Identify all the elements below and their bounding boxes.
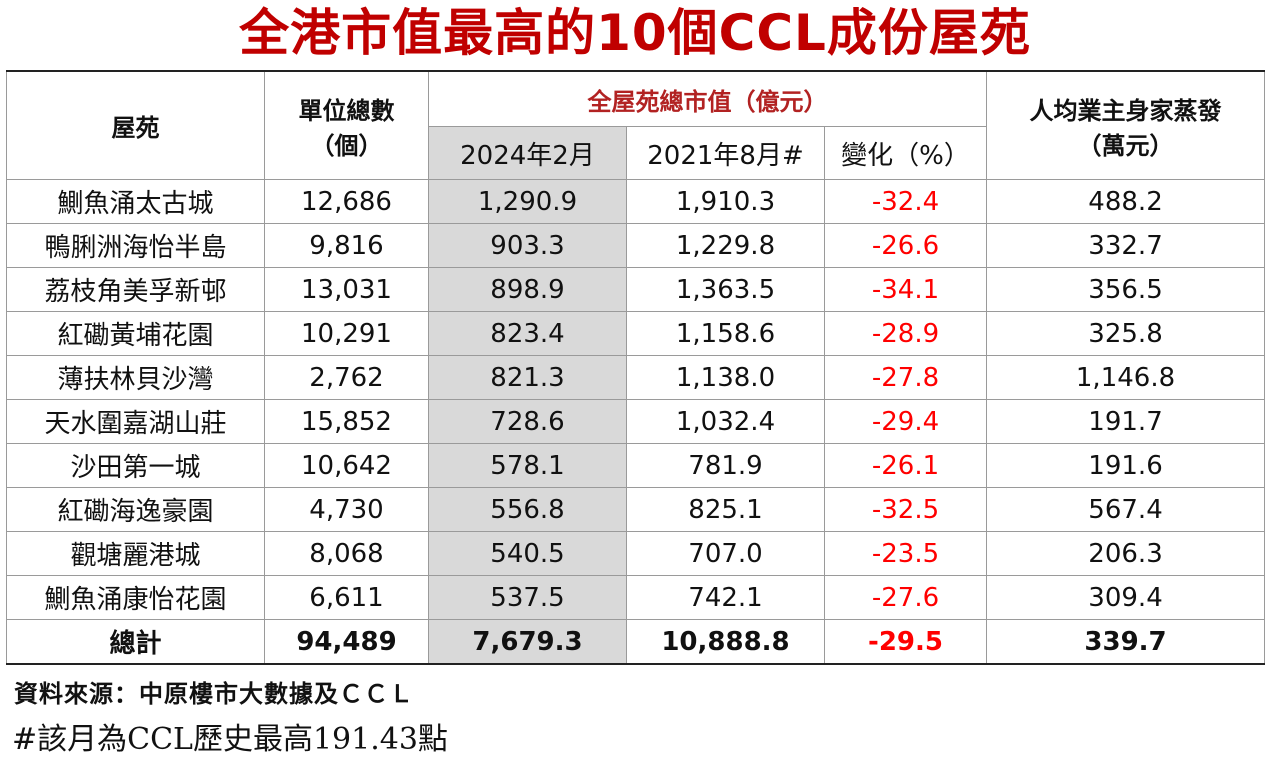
change-cell: -32.4 — [823, 179, 988, 224]
total-row: 總計 94,489 7,679.3 10,888.8 -29.5 339.7 — [6, 619, 1266, 665]
value-2024-cell: 821.3 — [428, 355, 627, 400]
header-change: 變化（%） — [823, 126, 988, 180]
per-owner-cell: 191.7 — [986, 399, 1266, 444]
value-2024-cell: 823.4 — [428, 311, 627, 356]
per-owner-cell: 206.3 — [986, 531, 1266, 576]
value-2021-cell: 1,138.0 — [626, 355, 825, 400]
change-cell: -23.5 — [823, 531, 988, 576]
header-2021: 2021年8月# — [626, 126, 825, 180]
value-2024-cell: 728.6 — [428, 399, 627, 444]
table-row: 鰂魚涌太古城 12,686 1,290.9 1,910.3 -32.4 488.2 — [6, 179, 1266, 224]
estate-cell: 鰂魚涌太古城 — [6, 179, 265, 224]
header-per-owner-label: 人均業主身家蒸發 — [1029, 96, 1222, 125]
header-units-unit: （個） — [310, 131, 383, 160]
table-row: 荔枝角美孚新邨 13,031 898.9 1,363.5 -34.1 356.5 — [6, 267, 1266, 312]
estate-cell: 觀塘麗港城 — [6, 531, 265, 576]
estate-cell: 紅磡黃埔花園 — [6, 311, 265, 356]
estate-cell: 鴨脷洲海怡半島 — [6, 223, 265, 268]
value-2024-cell: 1,290.9 — [428, 179, 627, 224]
table-row: 天水圍嘉湖山莊 15,852 728.6 1,032.4 -29.4 191.7 — [6, 399, 1266, 444]
value-2021-cell: 1,032.4 — [626, 399, 825, 444]
units-cell: 2,762 — [264, 355, 429, 400]
value-2024-cell: 556.8 — [428, 487, 627, 532]
value-2024-cell: 537.5 — [428, 575, 627, 620]
value-2024-cell: 898.9 — [428, 267, 627, 312]
change-cell: -32.5 — [823, 487, 988, 532]
table-row: 紅磡海逸豪園 4,730 556.8 825.1 -32.5 567.4 — [6, 487, 1266, 532]
units-cell: 12,686 — [264, 179, 429, 224]
header-per-owner: 人均業主身家蒸發 （萬元） — [986, 70, 1266, 180]
units-cell: 4,730 — [264, 487, 429, 532]
source-note: 資料來源：中原樓市大數據及ＣＣＬ — [14, 680, 414, 708]
estate-cell: 沙田第一城 — [6, 443, 265, 488]
units-cell: 10,291 — [264, 311, 429, 356]
value-2021-cell: 10,888.8 — [626, 619, 825, 665]
header-2024: 2024年2月 — [428, 126, 627, 180]
value-2024-cell: 7,679.3 — [428, 619, 627, 665]
change-cell: -29.5 — [823, 619, 988, 665]
per-owner-cell: 191.6 — [986, 443, 1266, 488]
table-row: 鴨脷洲海怡半島 9,816 903.3 1,229.8 -26.6 332.7 — [6, 223, 1266, 268]
units-cell: 94,489 — [264, 619, 429, 665]
table-row: 鰂魚涌康怡花園 6,611 537.5 742.1 -27.6 309.4 — [6, 575, 1266, 620]
change-cell: -34.1 — [823, 267, 988, 312]
change-cell: -26.6 — [823, 223, 988, 268]
per-owner-cell: 309.4 — [986, 575, 1266, 620]
units-cell: 10,642 — [264, 443, 429, 488]
value-2024-cell: 903.3 — [428, 223, 627, 268]
change-cell: -26.1 — [823, 443, 988, 488]
header-market-value: 全屋苑總市值（億元） — [427, 70, 988, 127]
header-units: 單位總數 （個） — [264, 70, 429, 180]
value-2024-cell: 540.5 — [428, 531, 627, 576]
header-per-owner-unit: （萬元） — [1077, 131, 1174, 160]
table-row: 薄扶林貝沙灣 2,762 821.3 1,138.0 -27.8 1,146.8 — [6, 355, 1266, 400]
value-2021-cell: 825.1 — [626, 487, 825, 532]
units-cell: 9,816 — [264, 223, 429, 268]
footnote: #該月為CCL歷史最高191.43點 — [12, 722, 448, 757]
value-2021-cell: 1,363.5 — [626, 267, 825, 312]
value-2021-cell: 1,158.6 — [626, 311, 825, 356]
estate-cell: 總計 — [6, 619, 265, 665]
estate-cell: 天水圍嘉湖山莊 — [6, 399, 265, 444]
value-2021-cell: 1,910.3 — [626, 179, 825, 224]
estate-cell: 薄扶林貝沙灣 — [6, 355, 265, 400]
page-title: 全港市值最高的10個CCL成份屋苑 — [239, 4, 1031, 62]
units-cell: 8,068 — [264, 531, 429, 576]
units-cell: 13,031 — [264, 267, 429, 312]
per-owner-cell: 325.8 — [986, 311, 1266, 356]
header-estate: 屋苑 — [6, 70, 265, 180]
per-owner-cell: 488.2 — [986, 179, 1266, 224]
header-units-label: 單位總數 — [298, 96, 395, 125]
ccl-estate-table: 屋苑 單位總數 （個） 全屋苑總市值（億元） 人均業主身家蒸發 （萬元） 202… — [6, 70, 1266, 665]
value-2021-cell: 781.9 — [626, 443, 825, 488]
units-cell: 15,852 — [264, 399, 429, 444]
change-cell: -27.6 — [823, 575, 988, 620]
value-2021-cell: 742.1 — [626, 575, 825, 620]
estate-cell: 紅磡海逸豪園 — [6, 487, 265, 532]
per-owner-cell: 1,146.8 — [986, 355, 1266, 400]
change-cell: -28.9 — [823, 311, 988, 356]
per-owner-cell: 339.7 — [986, 619, 1266, 665]
table-row: 觀塘麗港城 8,068 540.5 707.0 -23.5 206.3 — [6, 531, 1266, 576]
change-cell: -27.8 — [823, 355, 988, 400]
estate-cell: 荔枝角美孚新邨 — [6, 267, 265, 312]
value-2021-cell: 707.0 — [626, 531, 825, 576]
table-row: 沙田第一城 10,642 578.1 781.9 -26.1 191.6 — [6, 443, 1266, 488]
per-owner-cell: 567.4 — [986, 487, 1266, 532]
per-owner-cell: 332.7 — [986, 223, 1266, 268]
value-2021-cell: 1,229.8 — [626, 223, 825, 268]
table-row: 紅磡黃埔花園 10,291 823.4 1,158.6 -28.9 325.8 — [6, 311, 1266, 356]
per-owner-cell: 356.5 — [986, 267, 1266, 312]
change-cell: -29.4 — [823, 399, 988, 444]
estate-cell: 鰂魚涌康怡花園 — [6, 575, 265, 620]
value-2024-cell: 578.1 — [428, 443, 627, 488]
units-cell: 6,611 — [264, 575, 429, 620]
